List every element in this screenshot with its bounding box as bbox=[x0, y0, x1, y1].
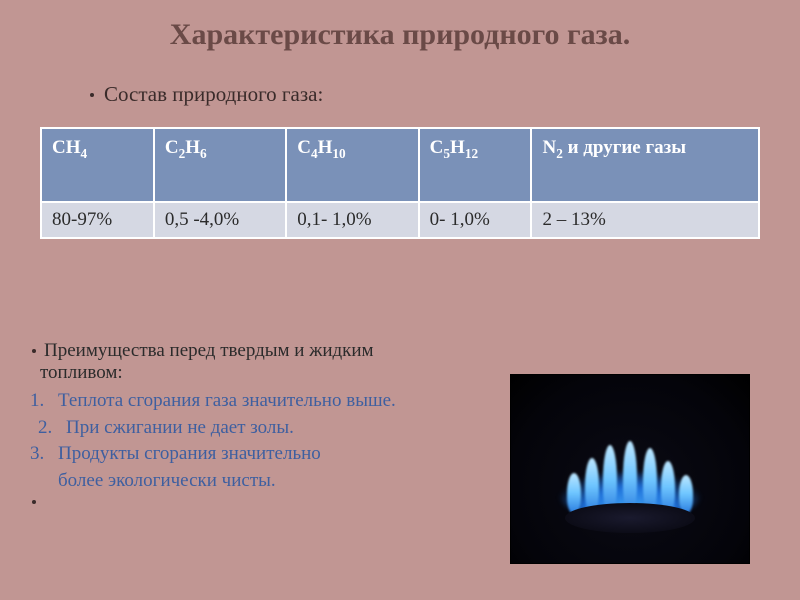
col-c2h6: C2H6 bbox=[154, 128, 286, 202]
subtitle-area: Состав природного газа: bbox=[0, 82, 800, 107]
composition-subtitle: Состав природного газа: bbox=[104, 82, 323, 107]
col-ch4: CH4 bbox=[41, 128, 154, 202]
composition-table: CH4 C2H6 C4H10 C5H12 N2 и другие газы 80… bbox=[40, 127, 760, 239]
advantages-heading-1: Преимущества перед твердым и жидким bbox=[44, 340, 374, 362]
gas-flame-image bbox=[510, 374, 750, 564]
bullet-icon bbox=[32, 500, 36, 504]
col-c5h12: C5H12 bbox=[419, 128, 532, 202]
cell-ch4: 80-97% bbox=[41, 202, 154, 238]
cell-c4h10: 0,1- 1,0% bbox=[286, 202, 418, 238]
table-row: 80-97% 0,5 -4,0% 0,1- 1,0% 0- 1,0% 2 – 1… bbox=[41, 202, 759, 238]
bullet-icon bbox=[90, 93, 94, 97]
cell-c5h12: 0- 1,0% bbox=[419, 202, 532, 238]
col-c4h10: C4H10 bbox=[286, 128, 418, 202]
cell-c2h6: 0,5 -4,0% bbox=[154, 202, 286, 238]
bullet-icon bbox=[32, 349, 36, 353]
col-n2-other: N2 и другие газы bbox=[531, 128, 759, 202]
table-header-row: CH4 C2H6 C4H10 C5H12 N2 и другие газы bbox=[41, 128, 759, 202]
page-title: Характеристика природного газа. bbox=[0, 0, 800, 52]
cell-n2: 2 – 13% bbox=[531, 202, 759, 238]
